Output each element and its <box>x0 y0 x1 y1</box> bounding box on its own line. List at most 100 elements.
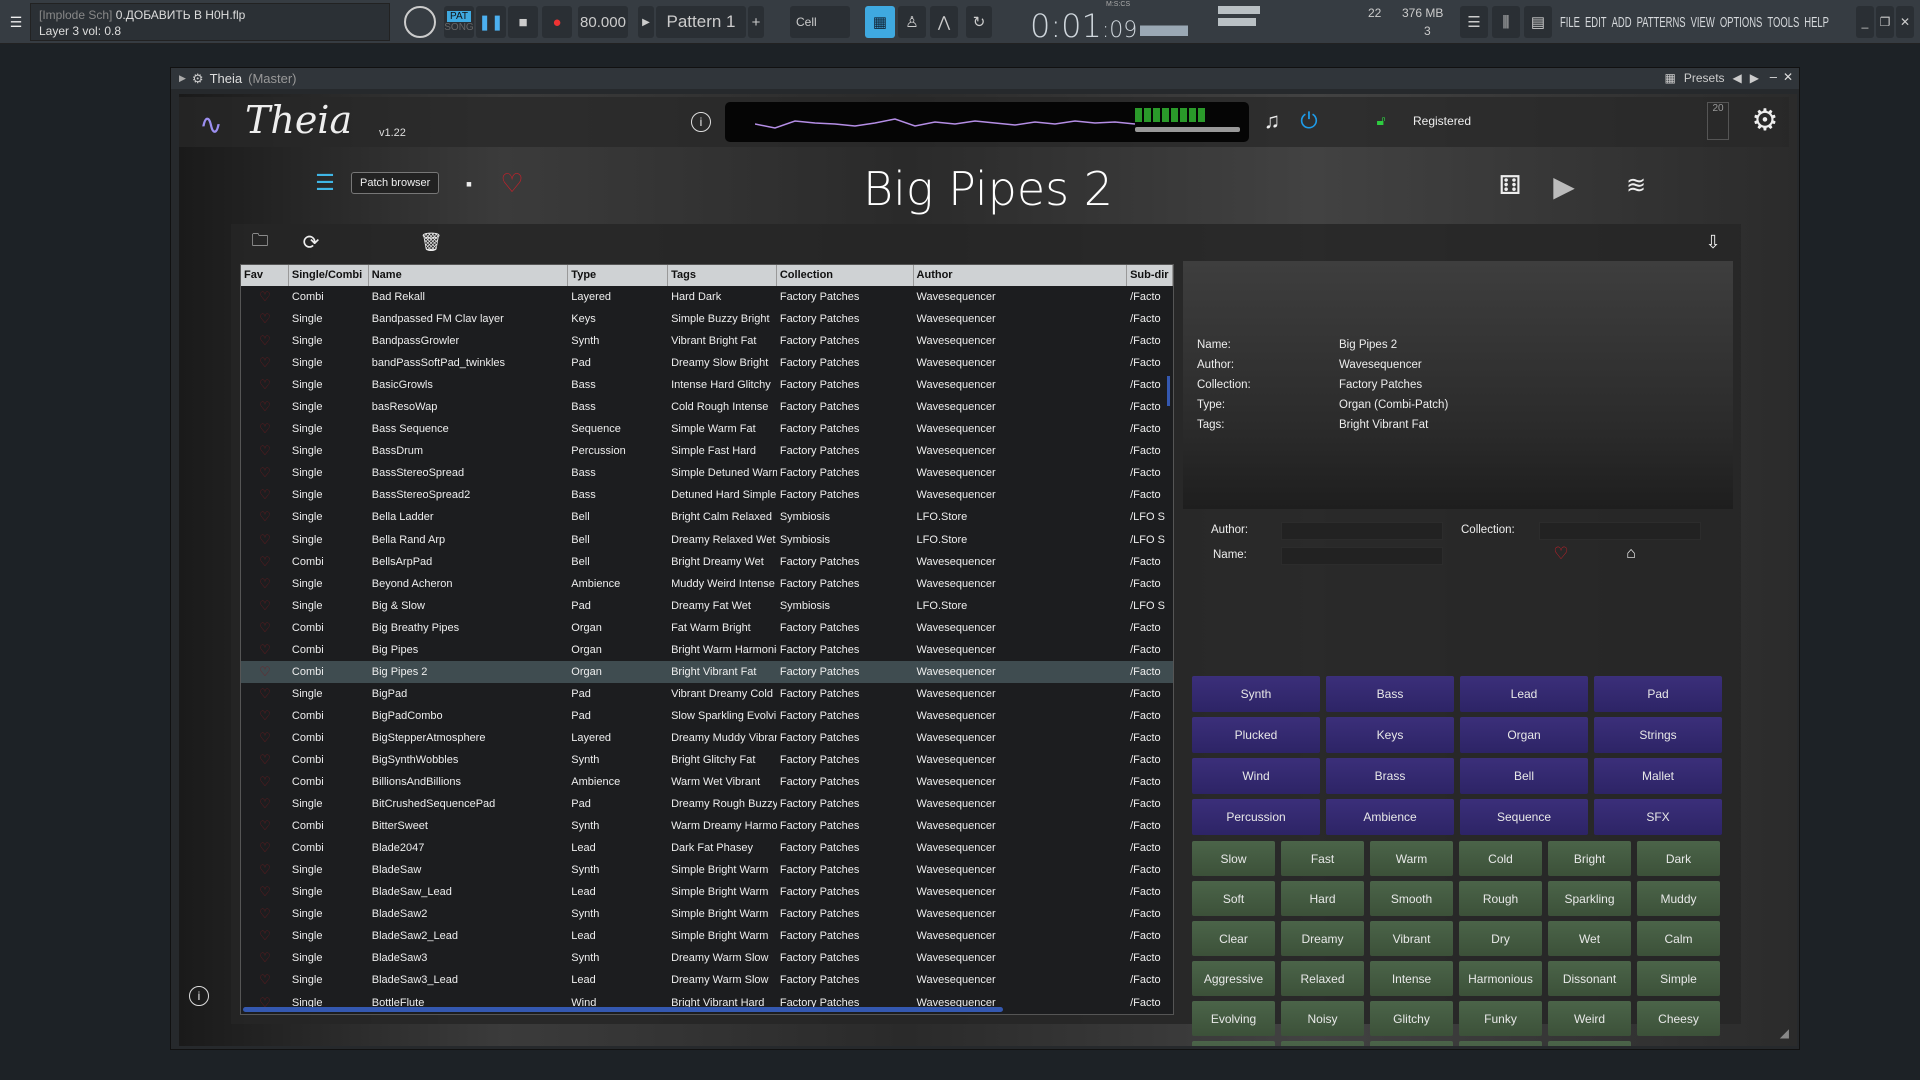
voices-control[interactable]: 20 <box>1707 102 1729 140</box>
tag-button-dark[interactable]: Dark <box>1637 841 1720 876</box>
fl-menu-icon[interactable]: ☰ <box>9 13 23 30</box>
table-row[interactable]: ♡ Combi Bad Rekall Layered Hard Dark Factory … <box>241 286 1173 308</box>
fav-heart-icon[interactable]: ♡ <box>259 487 271 503</box>
plugin-window-header[interactable]: ▶ ⚙ Theia (Master) ▦ Presets ◀ ▶ ‒ ✕ <box>171 68 1799 89</box>
table-row[interactable]: ♡ Single BassStereoSpread2 Bass Detuned Hard… <box>241 484 1173 506</box>
fav-heart-icon[interactable]: ♡ <box>259 509 271 525</box>
grid-icon[interactable]: ▦ <box>1664 71 1676 85</box>
channel-rack-icon[interactable]: ☰ <box>1460 6 1488 38</box>
tag-button-weird[interactable]: Weird <box>1548 1001 1631 1036</box>
column-header-fav[interactable]: Fav <box>241 265 289 286</box>
plugin-close-button[interactable]: ✕ <box>1782 70 1793 84</box>
presets-button[interactable]: Presets <box>1683 71 1725 85</box>
tag-button-vibrant[interactable]: Vibrant <box>1370 921 1453 956</box>
type-button-strings[interactable]: Strings <box>1594 717 1722 753</box>
fav-heart-icon[interactable]: ♡ <box>259 752 271 767</box>
fav-heart-icon[interactable]: ♡ <box>259 575 271 591</box>
fav-heart-icon[interactable]: ♡ <box>259 641 271 657</box>
fav-heart-icon[interactable]: ♡ <box>259 377 271 393</box>
table-row[interactable]: ♡ Single BladeSaw3 Synth Dreamy Warm Slow Fac… <box>241 947 1173 969</box>
fav-heart-icon[interactable]: ♡ <box>259 355 271 371</box>
add-pattern-button[interactable]: + <box>748 6 764 38</box>
output-volume-slider[interactable] <box>1135 127 1240 132</box>
plugin-gear-icon[interactable]: ⚙ <box>191 70 204 86</box>
table-row[interactable]: ♡ Single Bandpassed FM Clav layer Keys Simpl… <box>241 308 1173 330</box>
tag-button-dreamy[interactable]: Dreamy <box>1281 921 1364 956</box>
table-row[interactable]: ♡ Single BassDrum Percussion Simple Fast Har… <box>241 440 1173 462</box>
fav-heart-icon[interactable]: ♡ <box>259 553 271 569</box>
playlist-icon[interactable]: ▦ <box>865 6 895 38</box>
table-row[interactable]: ♡ Combi BitterSweet Synth Warm Dreamy Harmon… <box>241 815 1173 837</box>
table-row[interactable]: ♡ Single BigPad Pad Vibrant Dreamy Cold Facto… <box>241 683 1173 705</box>
close-button[interactable]: ✕ <box>1896 6 1914 38</box>
fav-heart-icon[interactable]: ♡ <box>259 994 271 1010</box>
tag-button-evolving[interactable]: Evolving <box>1192 1001 1275 1036</box>
fav-heart-icon[interactable]: ♡ <box>259 972 271 988</box>
collection-filter-input[interactable] <box>1539 522 1701 540</box>
fav-heart-icon[interactable]: ♡ <box>259 421 271 437</box>
table-row[interactable]: ♡ Combi BellsArpPad Bell Bright Dreamy Wet Fa… <box>241 551 1173 573</box>
snap-selector[interactable]: Cell <box>790 6 850 38</box>
tag-button-relaxed[interactable]: Relaxed <box>1281 961 1364 996</box>
menu-add[interactable]: ADD <box>1611 13 1632 31</box>
stop-button[interactable]: ■ <box>508 6 538 38</box>
tag-button-rough[interactable]: Rough <box>1459 881 1542 916</box>
fav-heart-icon[interactable]: ♡ <box>259 289 271 305</box>
fav-heart-icon[interactable]: ♡ <box>259 950 271 966</box>
save-icon[interactable]: ▪ <box>465 173 473 194</box>
fav-heart-icon[interactable]: ♡ <box>259 774 271 790</box>
type-button-bass[interactable]: Bass <box>1326 676 1454 712</box>
menu-file[interactable]: FILE <box>1560 13 1580 31</box>
type-button-mallet[interactable]: Mallet <box>1594 758 1722 794</box>
fav-heart-icon[interactable]: ♡ <box>259 311 271 327</box>
fav-heart-icon[interactable]: ♡ <box>259 796 271 812</box>
maximize-button[interactable]: ❐ <box>1876 6 1894 38</box>
minimize-button[interactable]: _ <box>1856 6 1874 38</box>
favorite-heart-icon[interactable]: ♡ <box>500 167 524 198</box>
fav-heart-icon[interactable]: ♡ <box>259 906 271 922</box>
table-row[interactable]: ♡ Single Beyond Acheron Ambience Muddy Weird… <box>241 573 1173 595</box>
tag-button-detuned[interactable]: Detuned <box>1548 1041 1631 1046</box>
type-button-pad[interactable]: Pad <box>1594 676 1722 712</box>
tag-button-muddy[interactable]: Muddy <box>1637 881 1720 916</box>
table-row[interactable]: ♡ Single basResoWap Bass Cold Rough Intense F… <box>241 396 1173 418</box>
time-display[interactable]: 0:01:09 <box>1030 7 1138 45</box>
tag-button-dissonant[interactable]: Dissonant <box>1548 961 1631 996</box>
tag-button-phasey[interactable]: Phasey <box>1281 1041 1364 1046</box>
pattern-selector[interactable]: Pattern 1 <box>656 6 746 38</box>
table-row[interactable]: ♡ Single Bella Ladder Bell Bright Calm Relax… <box>241 506 1173 528</box>
fav-heart-icon[interactable]: ♡ <box>259 840 271 856</box>
tag-button-buzzy[interactable]: Buzzy <box>1192 1041 1275 1046</box>
folder-icon[interactable]: 🗀︎ <box>251 230 269 250</box>
menu-help[interactable]: HELP <box>1804 13 1829 31</box>
pat-song-toggle[interactable]: PAT SONG <box>444 6 474 38</box>
tag-button-simple[interactable]: Simple <box>1637 961 1720 996</box>
type-button-brass[interactable]: Brass <box>1326 758 1454 794</box>
tag-button-slow[interactable]: Slow <box>1192 841 1275 876</box>
table-row[interactable]: ♡ Combi Big Breathy Pipes Organ Fat Warm Bri… <box>241 617 1173 639</box>
type-button-sfx[interactable]: SFX <box>1594 799 1722 835</box>
record-button[interactable]: ● <box>542 6 572 38</box>
tag-button-harmonious[interactable]: Harmonious <box>1459 961 1542 996</box>
column-header-sub-dir[interactable]: Sub-dir <box>1127 265 1173 286</box>
column-header-name[interactable]: Name <box>369 265 569 286</box>
fav-heart-icon[interactable]: ♡ <box>259 818 271 834</box>
tag-button-calm[interactable]: Calm <box>1637 921 1720 956</box>
resize-handle[interactable]: ◢ <box>1779 1026 1789 1040</box>
type-button-wind[interactable]: Wind <box>1192 758 1320 794</box>
tempo-display[interactable]: 80.000 <box>578 6 628 38</box>
fav-heart-icon[interactable]: ♡ <box>259 333 271 349</box>
randomize-dice-icon[interactable]: ⚅ <box>1498 169 1522 200</box>
menu-view[interactable]: VIEW <box>1690 13 1715 31</box>
column-header-collection[interactable]: Collection <box>777 265 914 286</box>
pattern-prev-arrow[interactable]: ▶ <box>638 6 654 38</box>
menu-patterns[interactable]: PATTERNS <box>1636 13 1686 31</box>
fav-heart-icon[interactable]: ♡ <box>259 884 271 900</box>
table-row[interactable]: ♡ Single BladeSaw_Lead Lead Simple Bright Wa… <box>241 881 1173 903</box>
tag-button-warm[interactable]: Warm <box>1370 841 1453 876</box>
type-button-organ[interactable]: Organ <box>1460 717 1588 753</box>
tag-button-soft[interactable]: Soft <box>1192 881 1275 916</box>
expand-arrow-icon[interactable]: ▶ <box>179 73 186 83</box>
fav-heart-icon[interactable]: ♡ <box>259 619 271 635</box>
table-row[interactable]: ♡ Single BladeSaw2_Lead Lead Simple Bright W… <box>241 925 1173 947</box>
